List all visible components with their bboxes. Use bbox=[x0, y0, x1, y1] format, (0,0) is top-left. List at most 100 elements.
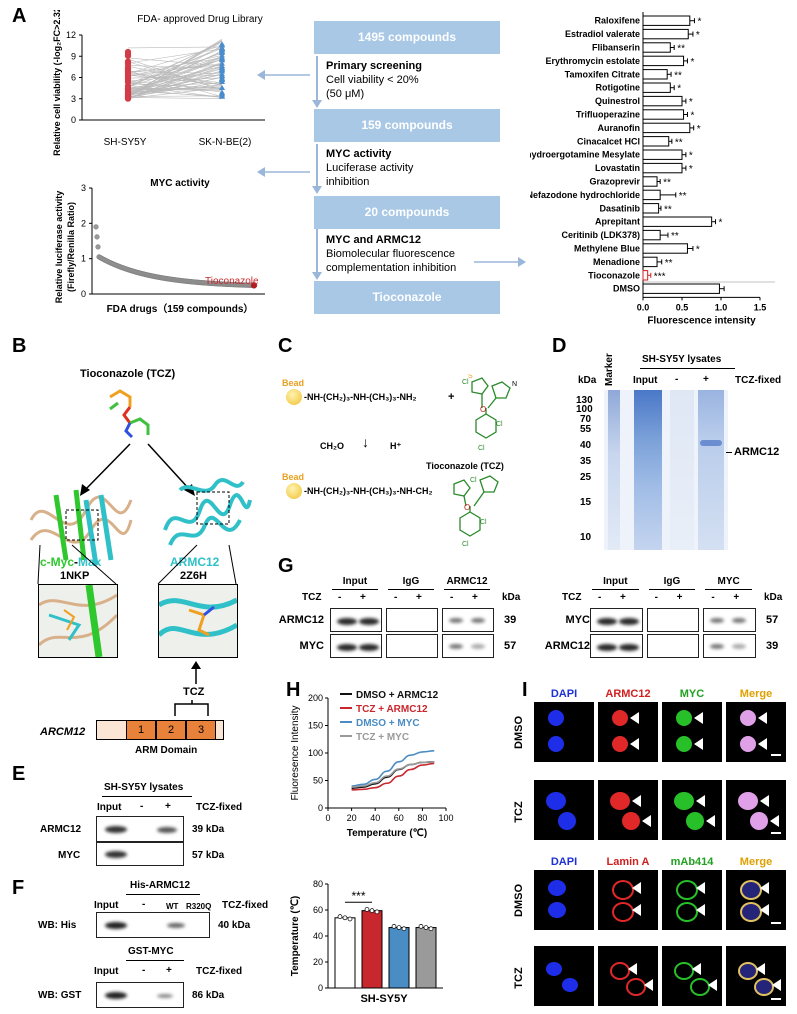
hbar-bar bbox=[642, 189, 661, 201]
i-nucleus bbox=[558, 812, 576, 830]
hbar-bar bbox=[642, 243, 688, 254]
arm-domain-1: 1 bbox=[126, 720, 156, 740]
tcz-structure-title: Tioconazole (TCZ) bbox=[80, 368, 176, 380]
i-arrowhead-icon bbox=[632, 882, 641, 894]
flow-arrow-left-2 bbox=[257, 167, 310, 177]
hbar-significance: ** bbox=[679, 191, 687, 202]
d-marker-130: 130 bbox=[576, 395, 593, 406]
flow-step1-line1: Cell viability < 20% bbox=[326, 74, 419, 86]
h-bar-ytick-label: 0 bbox=[318, 983, 323, 993]
panel-label-i: I bbox=[522, 679, 528, 701]
hbar-significance: * bbox=[689, 164, 693, 175]
tcz-structure-c: O N Cl Cl Cl S bbox=[462, 374, 517, 452]
hbar-category-label: Tamoxifen Citrate bbox=[565, 69, 640, 79]
scatter-point-skn bbox=[219, 54, 225, 60]
bead-icon-2 bbox=[286, 483, 302, 499]
hbar-significance: * bbox=[690, 57, 694, 68]
i-arrowhead-icon bbox=[708, 979, 717, 991]
max-name: Max bbox=[78, 555, 102, 569]
g-left-row-size: 39 bbox=[504, 614, 517, 626]
i-col-mab414: mAb414 bbox=[670, 856, 714, 868]
hbar-category-label: Grazoprevir bbox=[589, 177, 640, 187]
i-nucleus bbox=[750, 812, 768, 830]
svg-text:Cl: Cl bbox=[462, 541, 469, 548]
i-nucleus bbox=[740, 880, 762, 900]
scatter-pair-line bbox=[127, 74, 223, 85]
f-blot-gst bbox=[96, 982, 184, 1008]
i-nucleus bbox=[612, 902, 634, 922]
g-left-kda: kDa bbox=[502, 592, 521, 603]
e-row2-size: 57 kDa bbox=[192, 850, 225, 861]
h-line-ytick-label: 200 bbox=[308, 693, 323, 703]
h-line-series bbox=[351, 761, 435, 788]
d-marker-55: 55 bbox=[580, 424, 592, 435]
hbar-category-label: Lovastatin bbox=[595, 163, 640, 173]
h-line-xtick-label: 20 bbox=[347, 813, 357, 823]
g-right-tcz-plus: + bbox=[620, 592, 626, 603]
f-gst-header: GST-MYC bbox=[128, 946, 174, 957]
g-right-kda: kDa bbox=[764, 592, 783, 603]
h-bar-point bbox=[423, 925, 429, 930]
h-bar-point bbox=[396, 925, 402, 930]
i-micrograph bbox=[662, 946, 722, 1006]
i-nucleus bbox=[738, 792, 758, 810]
svg-text:Cl: Cl bbox=[462, 379, 469, 386]
d-kda-label: kDa bbox=[578, 375, 597, 386]
i-scale-bar bbox=[771, 754, 781, 756]
f-his-line bbox=[126, 894, 200, 895]
i-arrowhead-icon bbox=[696, 795, 705, 807]
hbar-bar bbox=[642, 216, 713, 227]
hbar-bar bbox=[642, 229, 661, 241]
myc-ytick-label: 3 bbox=[81, 183, 86, 193]
i-arrowhead-icon bbox=[632, 795, 641, 807]
hbar-bar bbox=[642, 28, 689, 40]
scatter-pair-line bbox=[127, 63, 223, 77]
hbar-significance: * bbox=[696, 245, 700, 256]
hbar-bar bbox=[642, 256, 658, 268]
i-micrograph bbox=[662, 870, 722, 930]
hbar-bar bbox=[642, 162, 683, 174]
i-nucleus bbox=[548, 902, 566, 918]
i-nucleus bbox=[676, 736, 692, 752]
h-bar-ytick-label: 40 bbox=[313, 931, 323, 941]
d-marker-35: 35 bbox=[580, 456, 592, 467]
i-arrowhead-icon bbox=[630, 712, 639, 724]
g-right-blot bbox=[590, 608, 643, 632]
flow-box-1495: 1495 compounds bbox=[314, 21, 500, 54]
h-line-ytick-label: 0 bbox=[318, 803, 323, 813]
e-plus-label: + bbox=[165, 801, 171, 812]
myc-point bbox=[95, 244, 101, 250]
scatter-pair-line bbox=[127, 39, 223, 98]
i-arrowhead-icon bbox=[632, 904, 641, 916]
tcz-label: TCZ bbox=[183, 686, 205, 698]
hbar-bar bbox=[642, 15, 691, 26]
i-micrograph bbox=[726, 946, 786, 1006]
i-arrowhead-icon bbox=[758, 738, 767, 750]
g-right-col-line bbox=[648, 589, 696, 590]
g-right-col-line bbox=[592, 589, 639, 590]
e-tcz-label: TCZ-fixed bbox=[196, 802, 243, 813]
scatter-point-skn bbox=[219, 93, 225, 99]
hbar-category-label: Tioconazole bbox=[588, 270, 640, 280]
f-input-label-2: Input bbox=[94, 966, 119, 977]
g-left-blot bbox=[442, 608, 494, 632]
complex-sep: - bbox=[74, 555, 79, 569]
h-bar-point bbox=[401, 926, 407, 932]
i-arrowhead-icon bbox=[772, 979, 781, 991]
h-bar-ylabel: Temperature (℃) bbox=[290, 896, 301, 977]
h-bar-point bbox=[342, 915, 348, 921]
g-right-col-line bbox=[705, 589, 752, 590]
f-gst-line bbox=[126, 960, 184, 961]
scatter-pair-line bbox=[127, 65, 223, 69]
g-left-row-size: 57 bbox=[504, 640, 517, 652]
i-nucleus bbox=[548, 880, 566, 896]
i-arrowhead-icon bbox=[706, 815, 715, 827]
scatter-pair-line bbox=[127, 97, 223, 99]
d-lysates-header: SH-SY5Y lysates bbox=[642, 354, 722, 365]
i-nucleus bbox=[740, 710, 756, 726]
bfc-bar-chart: Raloxifene * Estradiol valerate * Flibanseri… bbox=[530, 12, 775, 326]
h-bar-point bbox=[428, 926, 434, 932]
hbar-xtick-label: 0.0 bbox=[637, 302, 650, 312]
hbar-bar bbox=[642, 136, 670, 147]
f-wt-label: WT bbox=[166, 902, 179, 911]
